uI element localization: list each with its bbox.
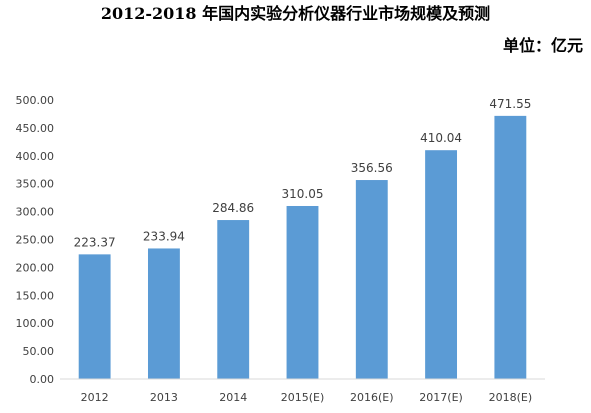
y-tick-label: 150.00 xyxy=(16,289,55,302)
data-label: 471.55 xyxy=(489,97,531,111)
y-tick-label: 50.00 xyxy=(23,345,55,358)
x-tick-label: 2018(E) xyxy=(489,391,533,404)
x-tick-label: 2012 xyxy=(81,391,109,404)
y-tick-label: 300.00 xyxy=(16,206,55,219)
y-tick-label: 350.00 xyxy=(16,178,55,191)
unit-label: 单位：亿元 xyxy=(502,36,583,55)
y-tick-label: 450.00 xyxy=(16,122,55,135)
y-tick-label: 400.00 xyxy=(16,150,55,163)
x-tick-label: 2014 xyxy=(219,391,247,404)
data-label: 310.05 xyxy=(282,187,324,201)
bar xyxy=(355,180,388,379)
bar xyxy=(147,248,180,379)
x-tick-label: 2016(E) xyxy=(350,391,394,404)
y-tick-label: 500.00 xyxy=(16,94,55,107)
bar xyxy=(494,115,527,380)
x-tick-label: 2017(E) xyxy=(419,391,463,404)
bar xyxy=(425,150,458,379)
bar xyxy=(78,254,111,379)
y-axis-ticks: 0.00 50.00 100.00 150.00 200.00 250.00 300.00 3… xyxy=(16,94,55,386)
bar xyxy=(217,220,250,379)
x-tick-label: 2015(E) xyxy=(281,391,325,404)
data-label: 233.94 xyxy=(143,229,185,243)
x-tick-label: 2013 xyxy=(150,391,178,404)
data-label: 284.86 xyxy=(212,201,254,215)
data-label: 223.37 xyxy=(74,235,116,249)
y-tick-label: 100.00 xyxy=(16,317,55,330)
bar xyxy=(286,205,319,379)
data-label: 410.04 xyxy=(420,131,462,145)
y-tick-label: 0.00 xyxy=(30,373,55,386)
data-labels-group: 223.37 233.94 284.86 310.05 356.56 410.04 471.… xyxy=(74,97,532,249)
bars-group xyxy=(78,115,527,380)
y-tick-label: 200.00 xyxy=(16,261,55,274)
chart-title: 2012-2018 年国内实验分析仪器行业市场规模及预测 xyxy=(100,4,491,23)
y-tick-label: 250.00 xyxy=(16,234,55,247)
x-axis-labels: 2012 2013 2014 2015(E) 2016(E) 2017(E) 2018(E) xyxy=(81,391,532,404)
data-label: 356.56 xyxy=(351,161,393,175)
